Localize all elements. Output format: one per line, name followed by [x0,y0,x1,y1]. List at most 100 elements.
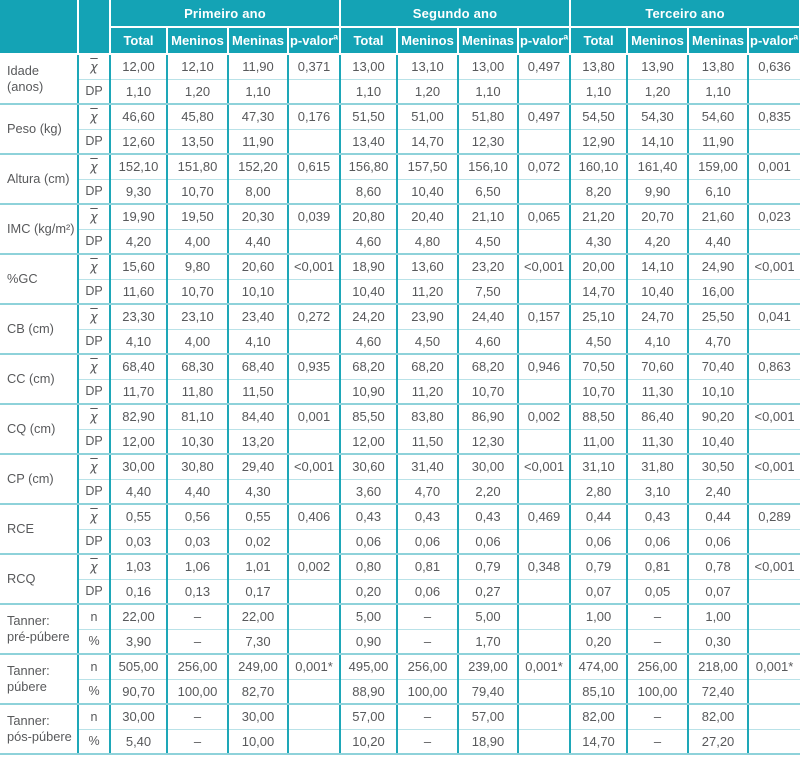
table-cell: 23,20 [457,254,518,280]
table-cell: 4,70 [687,329,749,355]
table-cell: 15,60 [109,254,167,280]
stat-symbol: n [77,654,110,680]
col-header-meninas: Meninas [458,27,519,55]
table-cell: 51,50 [339,104,397,130]
table-cell [516,79,571,105]
table-cell: 9,30 [109,179,167,205]
table-cell: 10,70 [166,279,228,305]
table-cell [287,629,340,655]
table-cell: 1,10 [687,79,749,105]
table-cell: <0,001 [747,454,800,480]
stat-symbol: DP [77,579,110,605]
table-cell: <0,001 [516,254,571,280]
table-cell: 4,50 [457,229,518,255]
table-cell: 30,00 [109,704,167,730]
table-cell: 0,03 [109,529,167,555]
table-cell [516,129,571,155]
row-label: IMC (kg/m²) [0,204,78,255]
table-cell: 0,06 [339,529,397,555]
table-cell: 51,00 [396,104,458,130]
col-header-total: Total [340,27,398,55]
table-cell [747,629,800,655]
table-cell: 152,20 [227,154,288,180]
table-cell: 84,40 [227,404,288,430]
table-cell: 4,10 [109,329,167,355]
table-cell: 13,00 [457,54,518,80]
table-cell: 4,60 [339,229,397,255]
table-cell: 29,40 [227,454,288,480]
table-cell: 13,60 [396,254,458,280]
table-cell: 505,00 [109,654,167,680]
table-cell: 54,60 [687,104,749,130]
table-cell: 11,20 [396,279,458,305]
table-row: CQ (cm) χ 82,90 81,10 84,40 0,001 85,50 83,80 86… [0,404,800,455]
table-row: CB (cm) χ 23,30 23,10 23,40 0,272 24,20 23,90 24… [0,304,800,355]
table-cell: 10,70 [569,379,628,405]
table-cell: 24,40 [457,304,518,330]
table-cell: 83,80 [396,404,458,430]
table-cell: 4,30 [227,479,288,505]
table-cell: 10,00 [227,729,288,755]
stat-symbol: χ [77,404,110,430]
row-label: RCE [0,504,78,555]
table-cell: 7,30 [227,629,288,655]
table-cell: 57,00 [339,704,397,730]
table-cell: 1,70 [457,629,518,655]
table-cell: 0,002 [516,404,571,430]
table-cell [747,229,800,255]
table-cell: 0,20 [569,629,628,655]
table-cell [516,179,571,205]
table-cell: 152,10 [109,154,167,180]
table-cell: – [166,604,228,630]
table-cell: 13,90 [626,54,689,80]
table-cell: – [626,704,689,730]
table-row: Tanner: pós-púbere n 30,00–30,00 57,00–57,0… [0,704,800,755]
stat-symbol: % [77,679,110,705]
table-cell: 23,30 [109,304,167,330]
table-row: Tanner: pré-púbere n 22,00–22,00 5,00–5,00 1… [0,604,800,655]
table-cell [287,179,340,205]
table-row: Idade (anos) χ 12,00 12,10 11,90 0,371 13,00 13… [0,54,800,105]
table-cell: 11,00 [569,429,628,455]
table-cell: 72,40 [687,679,749,705]
table-cell: 68,20 [396,354,458,380]
table-cell: 0,43 [396,504,458,530]
table-cell: 68,20 [339,354,397,380]
table-cell: 151,80 [166,154,228,180]
stat-symbol: χ [77,304,110,330]
table-cell: 0,44 [569,504,628,530]
stat-symbol: DP [77,329,110,355]
table-cell: 0,06 [687,529,749,555]
table-cell: 21,20 [569,204,628,230]
table-cell: 10,70 [457,379,518,405]
table-cell: 0,43 [626,504,689,530]
table-cell: 1,00 [687,604,749,630]
table-cell: 0,272 [287,304,340,330]
table-cell: 10,40 [626,279,689,305]
table-cell: 0,20 [339,579,397,605]
col-header-total: Total [570,27,629,55]
table-cell [516,479,571,505]
table-cell: 8,20 [569,179,628,205]
table-cell: 12,30 [457,129,518,155]
row-label-header [0,0,79,55]
table-cell: 4,60 [457,329,518,355]
table-cell: 249,00 [227,654,288,680]
stat-symbol: χ [77,354,110,380]
stat-symbol: DP [77,279,110,305]
stat-symbol: DP [77,229,110,255]
table-cell: 0,43 [457,504,518,530]
table-cell: 4,20 [109,229,167,255]
stat-symbol: % [77,729,110,755]
col-header-total: Total [110,27,168,55]
table-cell [287,229,340,255]
table-cell: 0,03 [166,529,228,555]
table-cell: 2,40 [687,479,749,505]
mean-symbol: χ [90,259,98,275]
table-cell: 1,00 [569,604,628,630]
table-row: % 5,40–10,00 10,20–18,90 14,70–27,20 [0,729,800,755]
table-cell: 31,80 [626,454,689,480]
table-cell: 0,469 [516,504,571,530]
table-cell: 27,20 [687,729,749,755]
subheader-row: Total Meninos Meninas p-valora Total Meninos M… [0,27,800,55]
